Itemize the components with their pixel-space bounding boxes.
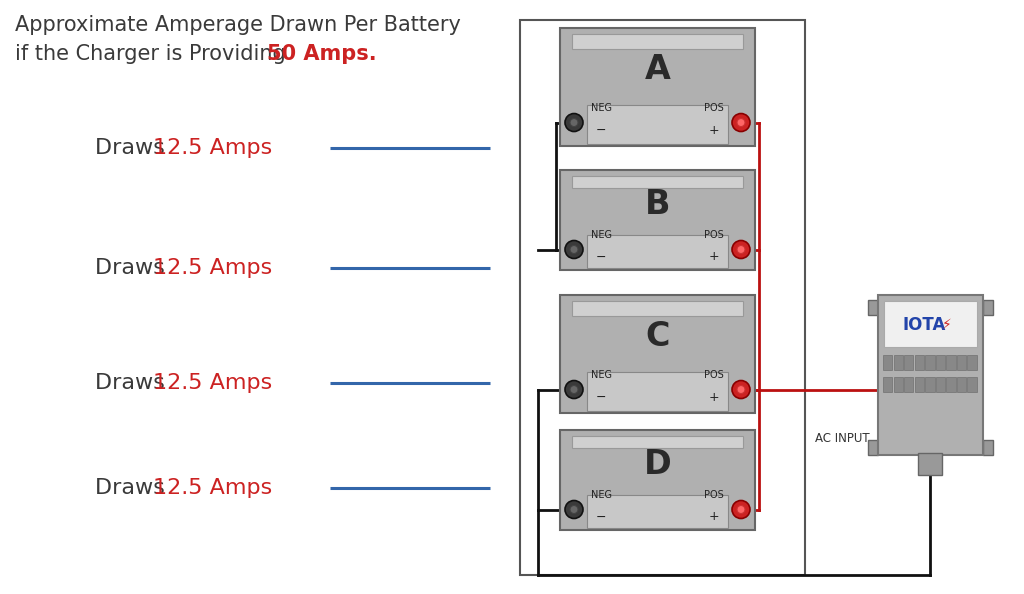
Text: POS: POS (703, 229, 724, 239)
Bar (983, 440, 993, 455)
Circle shape (565, 241, 583, 258)
Circle shape (565, 113, 583, 131)
Text: +: + (709, 390, 719, 403)
Bar (883, 377, 892, 392)
Bar (868, 440, 878, 455)
Text: −: − (596, 390, 606, 403)
Bar (520, 20, 805, 575)
Circle shape (732, 241, 750, 258)
Bar (894, 355, 903, 370)
Bar (588, 495, 728, 528)
Bar (894, 377, 903, 392)
Text: 12.5 Amps: 12.5 Amps (153, 258, 271, 278)
Circle shape (732, 501, 750, 519)
Bar (904, 377, 913, 392)
Circle shape (732, 381, 750, 399)
Text: AC INPUT: AC INPUT (815, 432, 870, 446)
Text: 12.5 Amps: 12.5 Amps (153, 138, 271, 158)
Bar (572, 34, 743, 49)
Circle shape (570, 119, 578, 127)
Circle shape (570, 505, 578, 513)
Text: POS: POS (703, 489, 724, 500)
Circle shape (737, 505, 745, 513)
Text: +: + (709, 124, 719, 137)
Text: NEG: NEG (591, 229, 611, 239)
Text: NEG: NEG (591, 369, 611, 380)
Bar (983, 300, 993, 315)
Text: if the Charger is Providing: if the Charger is Providing (15, 44, 293, 64)
Text: −: − (596, 510, 606, 523)
Text: Draws: Draws (95, 373, 172, 393)
Bar (868, 300, 878, 315)
Text: ⚡: ⚡ (942, 318, 951, 332)
Circle shape (737, 245, 745, 254)
Text: 12.5 Amps: 12.5 Amps (153, 373, 271, 393)
Bar (560, 28, 755, 146)
Bar (878, 295, 983, 455)
Circle shape (565, 501, 583, 519)
Text: IOTA: IOTA (903, 316, 946, 334)
Text: B: B (645, 188, 671, 222)
Bar (956, 377, 967, 392)
Bar (914, 377, 924, 392)
Text: 50 Amps.: 50 Amps. (267, 44, 377, 64)
Circle shape (565, 381, 583, 399)
Text: A: A (644, 53, 671, 86)
Bar (968, 377, 977, 392)
Bar (588, 235, 728, 268)
Text: Draws: Draws (95, 478, 172, 498)
Bar (956, 355, 967, 370)
Bar (560, 430, 755, 530)
Text: 12.5 Amps: 12.5 Amps (153, 478, 271, 498)
Text: Draws: Draws (95, 258, 172, 278)
Bar (560, 295, 755, 413)
Text: +: + (709, 510, 719, 523)
Text: NEG: NEG (591, 489, 611, 500)
Bar (926, 355, 935, 370)
Bar (946, 355, 955, 370)
Bar (914, 355, 924, 370)
Text: C: C (645, 320, 670, 353)
Text: Draws: Draws (95, 138, 172, 158)
Bar (926, 377, 935, 392)
Text: Approximate Amperage Drawn Per Battery: Approximate Amperage Drawn Per Battery (15, 15, 461, 35)
Bar (588, 372, 728, 411)
Text: −: − (596, 251, 606, 264)
Circle shape (732, 113, 750, 131)
Bar (572, 176, 743, 188)
Bar (936, 355, 945, 370)
Text: POS: POS (703, 103, 724, 112)
Text: −: − (596, 124, 606, 137)
Circle shape (570, 386, 578, 394)
Text: D: D (644, 448, 672, 482)
Circle shape (737, 119, 745, 127)
Bar (572, 436, 743, 448)
Bar (572, 301, 743, 315)
Text: NEG: NEG (591, 103, 611, 112)
Bar (560, 170, 755, 270)
Circle shape (737, 386, 745, 394)
Bar (904, 355, 913, 370)
Bar (968, 355, 977, 370)
Bar (918, 453, 942, 475)
Bar (884, 301, 977, 347)
Bar (883, 355, 892, 370)
Circle shape (570, 245, 578, 254)
Bar (588, 105, 728, 144)
Text: +: + (709, 251, 719, 264)
Bar (936, 377, 945, 392)
Text: POS: POS (703, 369, 724, 380)
Bar (946, 377, 955, 392)
